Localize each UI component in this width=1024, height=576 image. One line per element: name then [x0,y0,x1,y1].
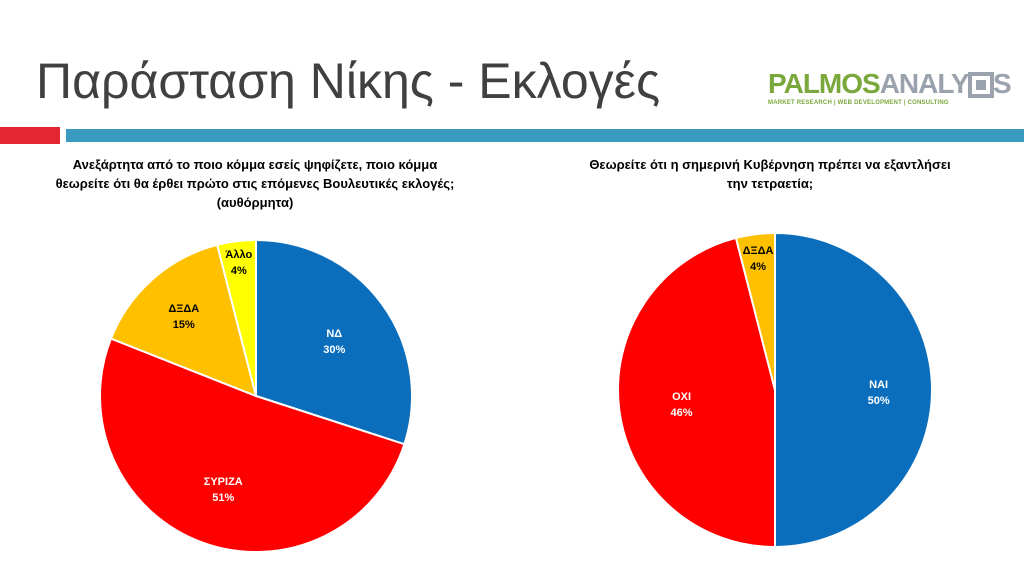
slice-value-label: 4% [750,261,766,273]
logo-square-icon [968,72,994,98]
slice-name-label: ΣΥΡΙΖΑ [204,476,243,488]
chart-title-left: Ανεξάρτητα από το ποιο κόμμα εσείς ψηφίζ… [55,157,455,210]
slice-value-label: 4% [231,265,247,277]
pie-slice-term-1 [617,236,776,549]
pie-slice-winner-1 [99,337,406,553]
accent-bar-red [0,127,60,144]
pie-slice-term-2 [734,231,776,391]
slice-name-label: Άλλο [225,249,252,261]
slice-name-label: ΝΑΙ [869,379,888,391]
slice-name-label: ΟΧΙ [672,391,691,403]
pie-slice-winner-0 [255,238,413,446]
slice-value-label: 51% [212,492,234,504]
pie-slice-winner-2 [109,243,258,398]
slice-value-label: 46% [671,407,693,419]
pie-slice-term-0 [774,231,933,549]
palmos-analysis-logo: PALMOSANALYSIS MARKET RESEARCH | WEB DEV… [768,68,1012,110]
logo-tagline: MARKET RESEARCH | WEB DEVELOPMENT | CONS… [768,100,949,106]
slice-value-label: 30% [323,344,345,356]
accent-bar-blue [66,129,1024,142]
slice-name-label: ΝΔ [326,328,342,340]
slice-name-label: ΔΞΔΑ [168,303,199,315]
slice-name-label: ΔΞΔΑ [743,245,774,257]
pie-slice-winner-3 [215,238,257,397]
chart-title-right: Θεωρείτε ότι η σημερινή Κυβέρνηση πρέπει… [589,157,951,191]
slice-value-label: 50% [868,395,890,407]
slice-value-label: 15% [173,319,195,331]
logo-wordmark-part1: PALMOS [768,68,881,99]
slide-title: Παράσταση Νίκης - Εκλογές [36,53,661,109]
